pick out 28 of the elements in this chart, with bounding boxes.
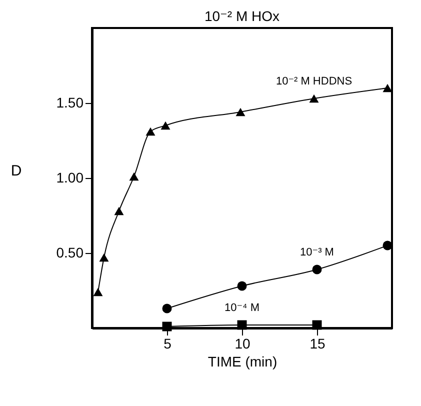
point [146, 127, 156, 136]
point [129, 172, 139, 181]
series-label: 10⁻⁴ M [224, 302, 260, 314]
point [237, 281, 247, 291]
point [93, 288, 103, 296]
y-axis-title: D [10, 162, 22, 180]
point [162, 322, 172, 332]
point [237, 320, 247, 330]
point [162, 304, 172, 314]
chart-title: 10⁻² M HOx [204, 8, 280, 24]
x-tick-label: 10 [234, 336, 250, 352]
point [160, 121, 170, 130]
point [312, 320, 322, 330]
y-tick-label: 1.50 [56, 94, 84, 110]
y-tick-label: 1.00 [56, 170, 84, 186]
point [99, 253, 109, 262]
point [382, 240, 392, 250]
point [312, 264, 322, 274]
x-tick-label: 15 [310, 336, 326, 352]
series-label: 10⁻² M HDDNS [276, 76, 352, 88]
point [309, 94, 319, 103]
point [382, 84, 392, 92]
x-axis-title: TIME (min) [208, 354, 278, 370]
x-tick-label: 5 [164, 336, 172, 352]
point [114, 206, 124, 216]
point [236, 108, 246, 116]
series-label: 10⁻³ M [300, 246, 334, 258]
y-tick-label: 0.50 [56, 244, 84, 260]
